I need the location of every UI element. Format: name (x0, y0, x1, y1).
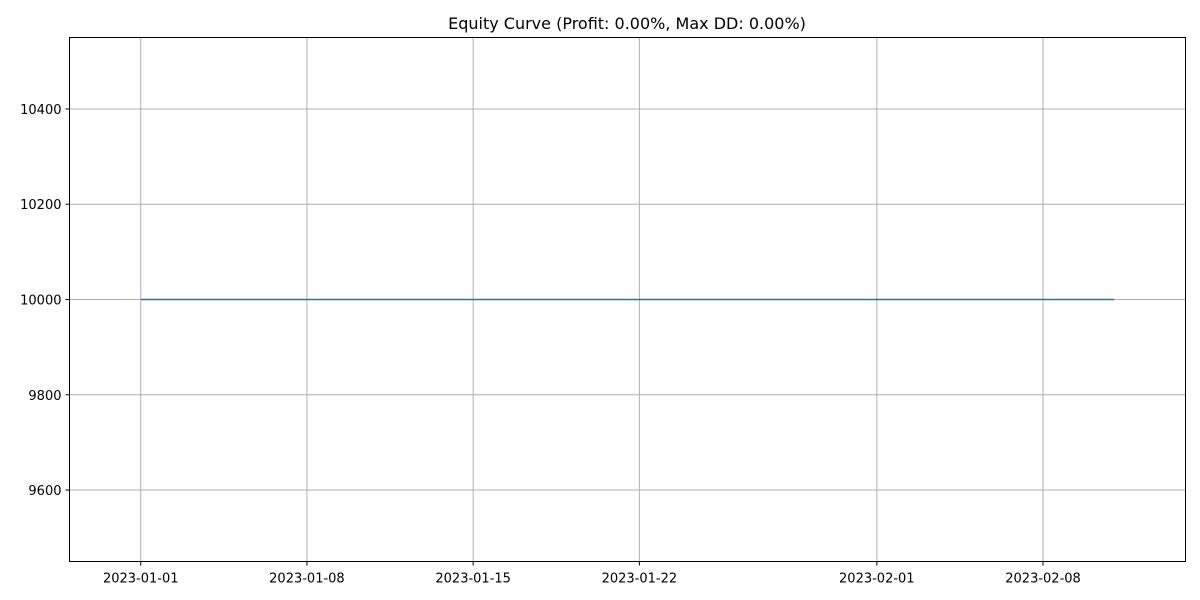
y-tick-label: 10200 (20, 198, 61, 213)
y-axis-ticks: 9600 9800 10000 10200 10400 (20, 103, 70, 499)
x-tick-label: 2023-01-01 (103, 572, 179, 587)
x-tick-label: 2023-01-22 (602, 572, 678, 587)
x-tick-label: 2023-01-15 (435, 572, 511, 587)
x-tick-label: 2023-01-08 (269, 572, 345, 587)
y-tick-label: 9800 (28, 389, 61, 404)
y-tick-label: 9600 (28, 484, 61, 499)
y-tick-label: 10000 (20, 294, 61, 309)
x-axis-ticks: 2023-01-01 2023-01-08 2023-01-15 2023-01-22… (103, 561, 1081, 587)
x-tick-label: 2023-02-01 (839, 572, 915, 587)
x-tick-label: 2023-02-08 (1005, 572, 1081, 587)
y-tick-label: 10400 (20, 103, 61, 118)
chart-title: Equity Curve (Profit: 0.00%, Max DD: 0.0… (448, 14, 806, 33)
